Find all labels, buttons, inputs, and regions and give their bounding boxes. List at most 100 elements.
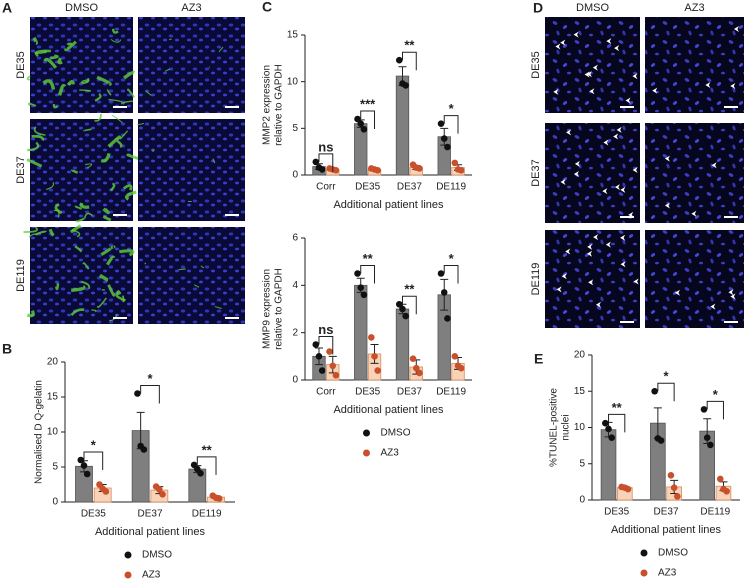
significance-bracket — [443, 115, 459, 134]
y-tick-label: 10 — [287, 76, 299, 87]
data-point — [140, 446, 148, 453]
legend-label: AZ3 — [142, 570, 161, 581]
stain — [165, 68, 171, 72]
x-tick-label: DE35 — [355, 182, 380, 193]
legend-marker — [640, 549, 648, 557]
arrowhead — [606, 38, 612, 45]
data-point — [444, 315, 451, 322]
data-point — [402, 312, 409, 320]
micrograph — [545, 123, 640, 223]
stain — [23, 226, 39, 233]
column-header: DMSO — [65, 2, 98, 14]
y-tick-label: 20 — [47, 357, 59, 368]
data-point — [437, 270, 445, 277]
stain — [144, 262, 147, 265]
x-tick-label: DE35 — [81, 509, 106, 520]
x-tick-label: DE119 — [700, 507, 730, 518]
panel-letter: C — [262, 0, 272, 15]
data-point — [399, 305, 406, 313]
arrowhead — [613, 133, 619, 140]
arrowhead — [614, 184, 620, 191]
data-point — [703, 434, 711, 441]
stain — [50, 54, 59, 60]
arrowhead — [674, 289, 680, 296]
stain — [57, 57, 63, 65]
panel-letter: E — [534, 351, 543, 367]
micrograph — [645, 17, 744, 113]
data-point — [371, 353, 378, 360]
row-label: DE119 — [530, 263, 542, 296]
significance-bracket — [443, 265, 459, 284]
significance-bracket — [706, 400, 724, 420]
x-tick-label: DE119 — [436, 182, 466, 193]
x-tick-label: DE119 — [192, 509, 222, 520]
data-point — [360, 125, 368, 133]
arrowhead — [620, 186, 626, 193]
stain — [46, 181, 55, 191]
arrowhead — [705, 81, 711, 88]
significance-label: *** — [360, 96, 376, 111]
stain — [54, 203, 63, 215]
data-point — [657, 437, 665, 444]
legend-label: DMSO — [381, 428, 411, 439]
data-point — [360, 291, 368, 299]
stain — [112, 114, 123, 124]
data-point — [83, 470, 91, 478]
stain — [71, 285, 86, 293]
arrowhead — [733, 25, 739, 32]
x-tick-label: DE37 — [653, 507, 678, 518]
column-header: AZ3 — [181, 2, 201, 14]
data-point — [80, 462, 88, 469]
stain — [100, 247, 112, 257]
x-axis-label: Additional patient lines — [333, 199, 444, 211]
x-tick-label: DE37 — [397, 182, 422, 193]
stain — [31, 134, 45, 141]
stain — [67, 80, 75, 86]
micrograph — [545, 230, 640, 328]
row-label: DE119 — [15, 259, 27, 292]
data-point — [315, 353, 323, 360]
data-point — [395, 300, 403, 308]
stain — [74, 205, 82, 210]
panel-letter: A — [2, 0, 12, 16]
arrowhead — [603, 139, 609, 146]
arrowhead — [691, 210, 697, 217]
arrowhead — [553, 88, 559, 95]
x-axis-label: Additional patient lines — [333, 404, 444, 416]
data-point — [667, 472, 675, 479]
stain — [33, 126, 46, 136]
data-point — [608, 434, 616, 441]
y-tick-label: 5 — [292, 123, 298, 134]
data-point — [440, 135, 448, 142]
stain — [107, 135, 122, 148]
row-label: DE37 — [530, 159, 542, 187]
significance-label: ** — [612, 400, 623, 415]
stain — [119, 249, 135, 257]
data-point — [716, 475, 724, 483]
significance-label: ns — [318, 139, 333, 154]
legend-marker — [640, 569, 648, 577]
stain — [106, 255, 116, 266]
stain — [52, 103, 59, 109]
y-axis-label: Normalised D Q-gelatin — [34, 380, 45, 484]
data-point — [357, 284, 365, 292]
arrowhead — [730, 293, 736, 300]
stain — [116, 290, 122, 295]
stain — [102, 207, 110, 215]
data-point — [451, 159, 459, 167]
stain — [75, 217, 85, 223]
y-tick-label: 15 — [287, 30, 299, 41]
stain — [64, 40, 77, 52]
arrowhead — [595, 301, 601, 308]
stain — [145, 90, 152, 96]
data-point — [312, 158, 320, 166]
stain — [109, 314, 118, 322]
y-tick-label: 10 — [47, 427, 59, 438]
y-axis-label: MMP9 expression — [262, 269, 273, 349]
data-point — [412, 364, 420, 372]
significance-bracket — [608, 413, 626, 433]
data-point — [409, 355, 417, 363]
data-point — [354, 270, 361, 277]
panel-letter: D — [533, 0, 543, 16]
micrograph — [138, 17, 245, 113]
